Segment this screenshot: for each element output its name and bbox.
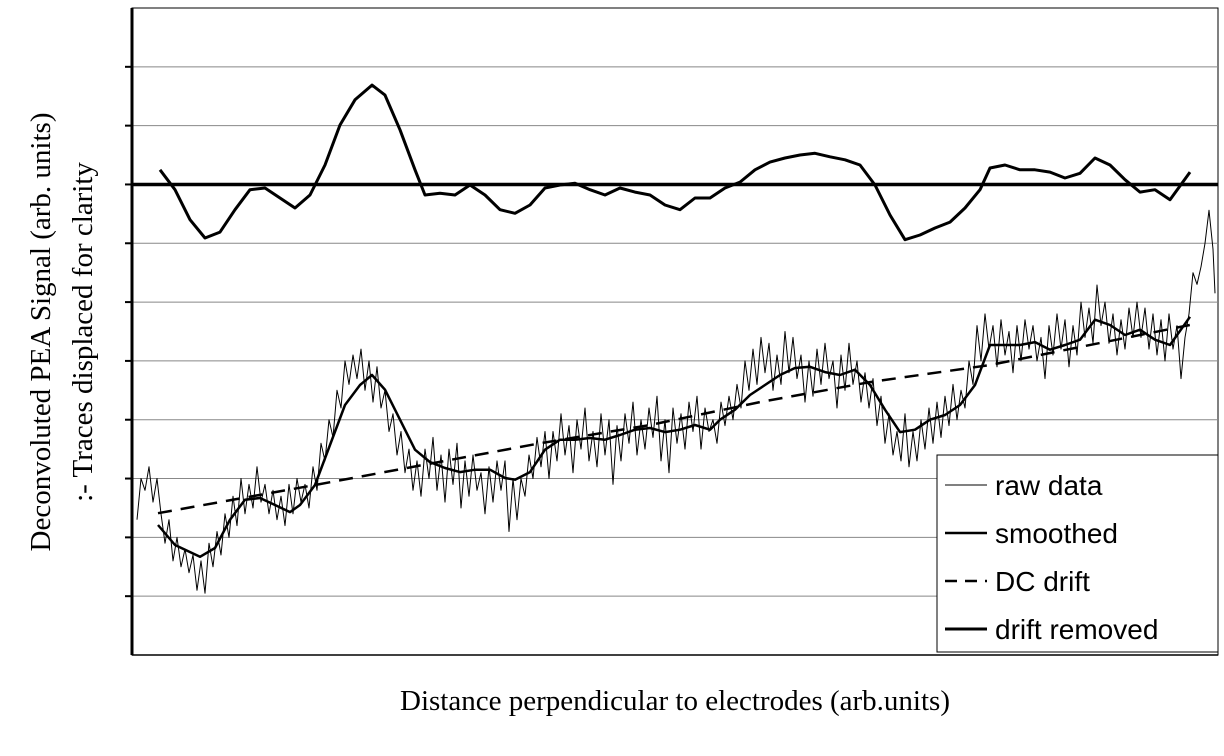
series-line (157, 316, 1192, 559)
legend-label: raw data (995, 470, 1103, 501)
legend-box (936, 454, 1219, 653)
y-axis-title: Deconvoluted PEA Signal (arb. units) (25, 113, 57, 552)
y-axis-title: :- Traces displaced for clarity (67, 162, 99, 502)
series-line (158, 83, 1192, 242)
legend-label: DC drift (995, 566, 1090, 597)
series-line (136, 209, 1216, 594)
legend-label: drift removed (995, 614, 1158, 645)
legend-label: smoothed (995, 518, 1118, 549)
series-line (157, 323, 1191, 515)
x-axis-title: Distance perpendicular to electrodes (ar… (400, 685, 950, 717)
